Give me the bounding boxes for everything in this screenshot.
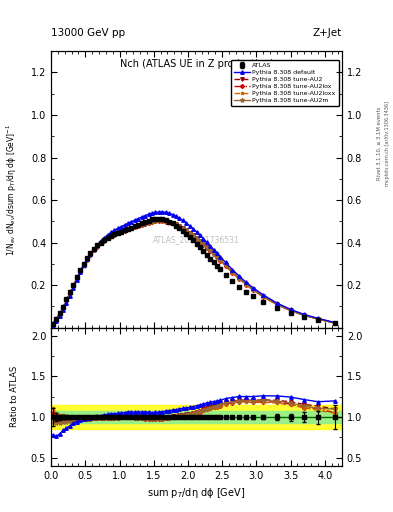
Pythia 8.308 tune-AU2loxx	[122, 228, 127, 234]
Pythia 8.308 tune-AU2	[244, 281, 248, 287]
Pythia 8.308 tune-AU2m	[122, 227, 127, 233]
Legend: ATLAS, Pythia 8.308 default, Pythia 8.308 tune-AU2, Pythia 8.308 tune-AU2lox, Py: ATLAS, Pythia 8.308 default, Pythia 8.30…	[231, 60, 339, 106]
Text: 13000 GeV pp: 13000 GeV pp	[51, 28, 125, 38]
Text: Nch (ATLAS UE in Z production): Nch (ATLAS UE in Z production)	[119, 59, 274, 70]
Pythia 8.308 tune-AU2m	[156, 218, 161, 224]
Pythia 8.308 tune-AU2	[122, 227, 127, 233]
Line: Pythia 8.308 tune-AU2m: Pythia 8.308 tune-AU2m	[51, 219, 337, 326]
Pythia 8.308 tune-AU2m	[163, 218, 168, 224]
Line: Pythia 8.308 tune-AU2loxx: Pythia 8.308 tune-AU2loxx	[51, 220, 336, 325]
Pythia 8.308 default	[244, 280, 248, 286]
Pythia 8.308 tune-AU2	[156, 217, 161, 223]
Pythia 8.308 tune-AU2loxx	[50, 321, 55, 327]
Text: Z+Jet: Z+Jet	[313, 28, 342, 38]
Pythia 8.308 tune-AU2loxx	[244, 282, 248, 288]
Pythia 8.308 tune-AU2	[92, 247, 96, 253]
Pythia 8.308 tune-AU2m	[98, 240, 103, 246]
Pythia 8.308 tune-AU2m	[177, 223, 182, 229]
Bar	[51, 405, 342, 430]
Pythia 8.308 default	[122, 222, 127, 228]
X-axis label: sum p$_T$/dη dϕ [GeV]: sum p$_T$/dη dϕ [GeV]	[147, 486, 246, 500]
Pythia 8.308 tune-AU2loxx	[92, 247, 96, 253]
Pythia 8.308 default	[50, 322, 55, 328]
Pythia 8.308 tune-AU2lox	[163, 219, 168, 225]
Pythia 8.308 tune-AU2lox	[50, 321, 55, 327]
Pythia 8.308 tune-AU2lox	[333, 320, 338, 326]
Pythia 8.308 tune-AU2lox	[92, 247, 96, 253]
Line: Pythia 8.308 tune-AU2lox: Pythia 8.308 tune-AU2lox	[51, 220, 336, 325]
Pythia 8.308 default	[98, 238, 103, 244]
Pythia 8.308 tune-AU2m	[333, 320, 338, 326]
Pythia 8.308 tune-AU2m	[50, 321, 55, 327]
Pythia 8.308 tune-AU2loxx	[156, 218, 161, 224]
Pythia 8.308 tune-AU2m	[244, 281, 248, 287]
Pythia 8.308 tune-AU2loxx	[98, 241, 103, 247]
Pythia 8.308 tune-AU2	[333, 320, 338, 326]
Pythia 8.308 tune-AU2loxx	[163, 219, 168, 225]
Pythia 8.308 default	[163, 209, 168, 216]
Pythia 8.308 tune-AU2lox	[156, 218, 161, 224]
Pythia 8.308 tune-AU2lox	[98, 241, 103, 247]
Line: Pythia 8.308 tune-AU2: Pythia 8.308 tune-AU2	[51, 219, 337, 326]
Text: mcplots.cern.ch [arXiv:1306.3436]: mcplots.cern.ch [arXiv:1306.3436]	[385, 101, 389, 186]
Line: Pythia 8.308 default: Pythia 8.308 default	[51, 210, 337, 327]
Pythia 8.308 tune-AU2loxx	[177, 224, 182, 230]
Text: ATLAS_2019_I1736531: ATLAS_2019_I1736531	[153, 234, 240, 244]
Bar	[51, 412, 342, 423]
Pythia 8.308 tune-AU2	[98, 240, 103, 246]
Pythia 8.308 tune-AU2lox	[177, 224, 182, 230]
Y-axis label: Ratio to ATLAS: Ratio to ATLAS	[10, 366, 19, 428]
Pythia 8.308 tune-AU2	[163, 218, 168, 224]
Pythia 8.308 default	[92, 246, 96, 252]
Pythia 8.308 tune-AU2m	[92, 247, 96, 253]
Pythia 8.308 tune-AU2lox	[122, 228, 127, 234]
Y-axis label: 1/N$_{ev}$ dN$_{ev}$/dsum p$_T$/dη dϕ [GeV]$^{-1}$: 1/N$_{ev}$ dN$_{ev}$/dsum p$_T$/dη dϕ [G…	[5, 123, 19, 255]
Text: Rivet 3.1.10, ≥ 3.1M events: Rivet 3.1.10, ≥ 3.1M events	[377, 106, 382, 180]
Pythia 8.308 tune-AU2	[50, 321, 55, 327]
Pythia 8.308 default	[156, 209, 161, 215]
Pythia 8.308 tune-AU2lox	[244, 282, 248, 288]
Pythia 8.308 default	[177, 215, 182, 221]
Pythia 8.308 tune-AU2	[177, 223, 182, 229]
Pythia 8.308 tune-AU2loxx	[333, 320, 338, 326]
Pythia 8.308 default	[333, 319, 338, 326]
